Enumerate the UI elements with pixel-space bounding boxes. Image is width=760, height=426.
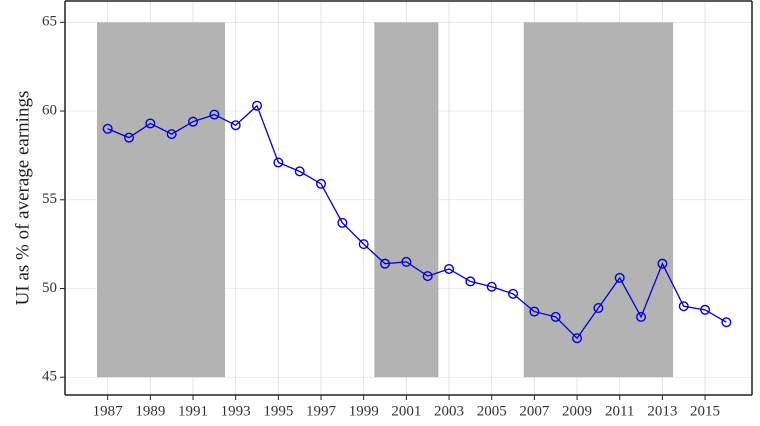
data-point	[337, 217, 348, 228]
shaded-region	[374, 22, 439, 378]
data-point	[550, 311, 561, 322]
y-tick-label: 60	[42, 102, 57, 118]
data-point	[209, 109, 220, 120]
data-point	[721, 317, 732, 328]
data-point	[252, 100, 263, 111]
y-tick-label: 65	[42, 14, 57, 30]
x-tick-label: 2001	[391, 403, 421, 419]
data-point	[465, 276, 476, 287]
data-point	[486, 281, 497, 292]
shaded-region	[523, 22, 674, 378]
data-point	[401, 256, 412, 267]
x-tick-label: 2003	[434, 403, 464, 419]
data-point	[593, 303, 604, 314]
data-point	[422, 271, 433, 282]
y-tick-label: 55	[42, 191, 57, 207]
data-point	[273, 157, 284, 168]
data-point	[444, 263, 455, 274]
x-tick-label: 2013	[647, 403, 677, 419]
data-point	[294, 166, 305, 177]
data-point	[508, 288, 519, 299]
data-point	[124, 132, 135, 143]
x-tick-label: 1987	[93, 403, 124, 419]
x-tick-label: 1999	[349, 403, 379, 419]
data-point	[678, 301, 689, 312]
data-point	[636, 311, 647, 322]
x-tick-label: 1989	[135, 403, 165, 419]
x-tick-label: 1993	[221, 403, 251, 419]
data-point	[166, 129, 177, 140]
y-tick-label: 45	[42, 369, 57, 385]
data-point	[529, 306, 540, 317]
x-tick-label: 2011	[605, 403, 634, 419]
data-point	[316, 178, 327, 189]
x-tick-label: 1991	[178, 403, 208, 419]
data-point	[572, 333, 583, 344]
x-tick-label: 1997	[306, 403, 337, 419]
data-point	[657, 258, 668, 269]
data-point	[230, 120, 241, 131]
data-point	[145, 118, 156, 129]
x-tick-label: 1995	[263, 403, 293, 419]
x-tick-label: 2009	[562, 403, 592, 419]
y-axis-title: UI as % of average earnings	[12, 91, 33, 306]
x-tick-label: 2005	[477, 403, 507, 419]
y-tick-label: 50	[42, 280, 57, 296]
data-point	[358, 239, 369, 250]
data-point	[614, 272, 625, 283]
data-point	[102, 123, 113, 134]
x-tick-label: 2007	[519, 403, 550, 419]
shaded-region	[97, 22, 226, 378]
data-point	[380, 258, 391, 269]
data-point	[700, 304, 711, 315]
x-tick-label: 2015	[690, 403, 720, 419]
data-point	[188, 116, 199, 127]
